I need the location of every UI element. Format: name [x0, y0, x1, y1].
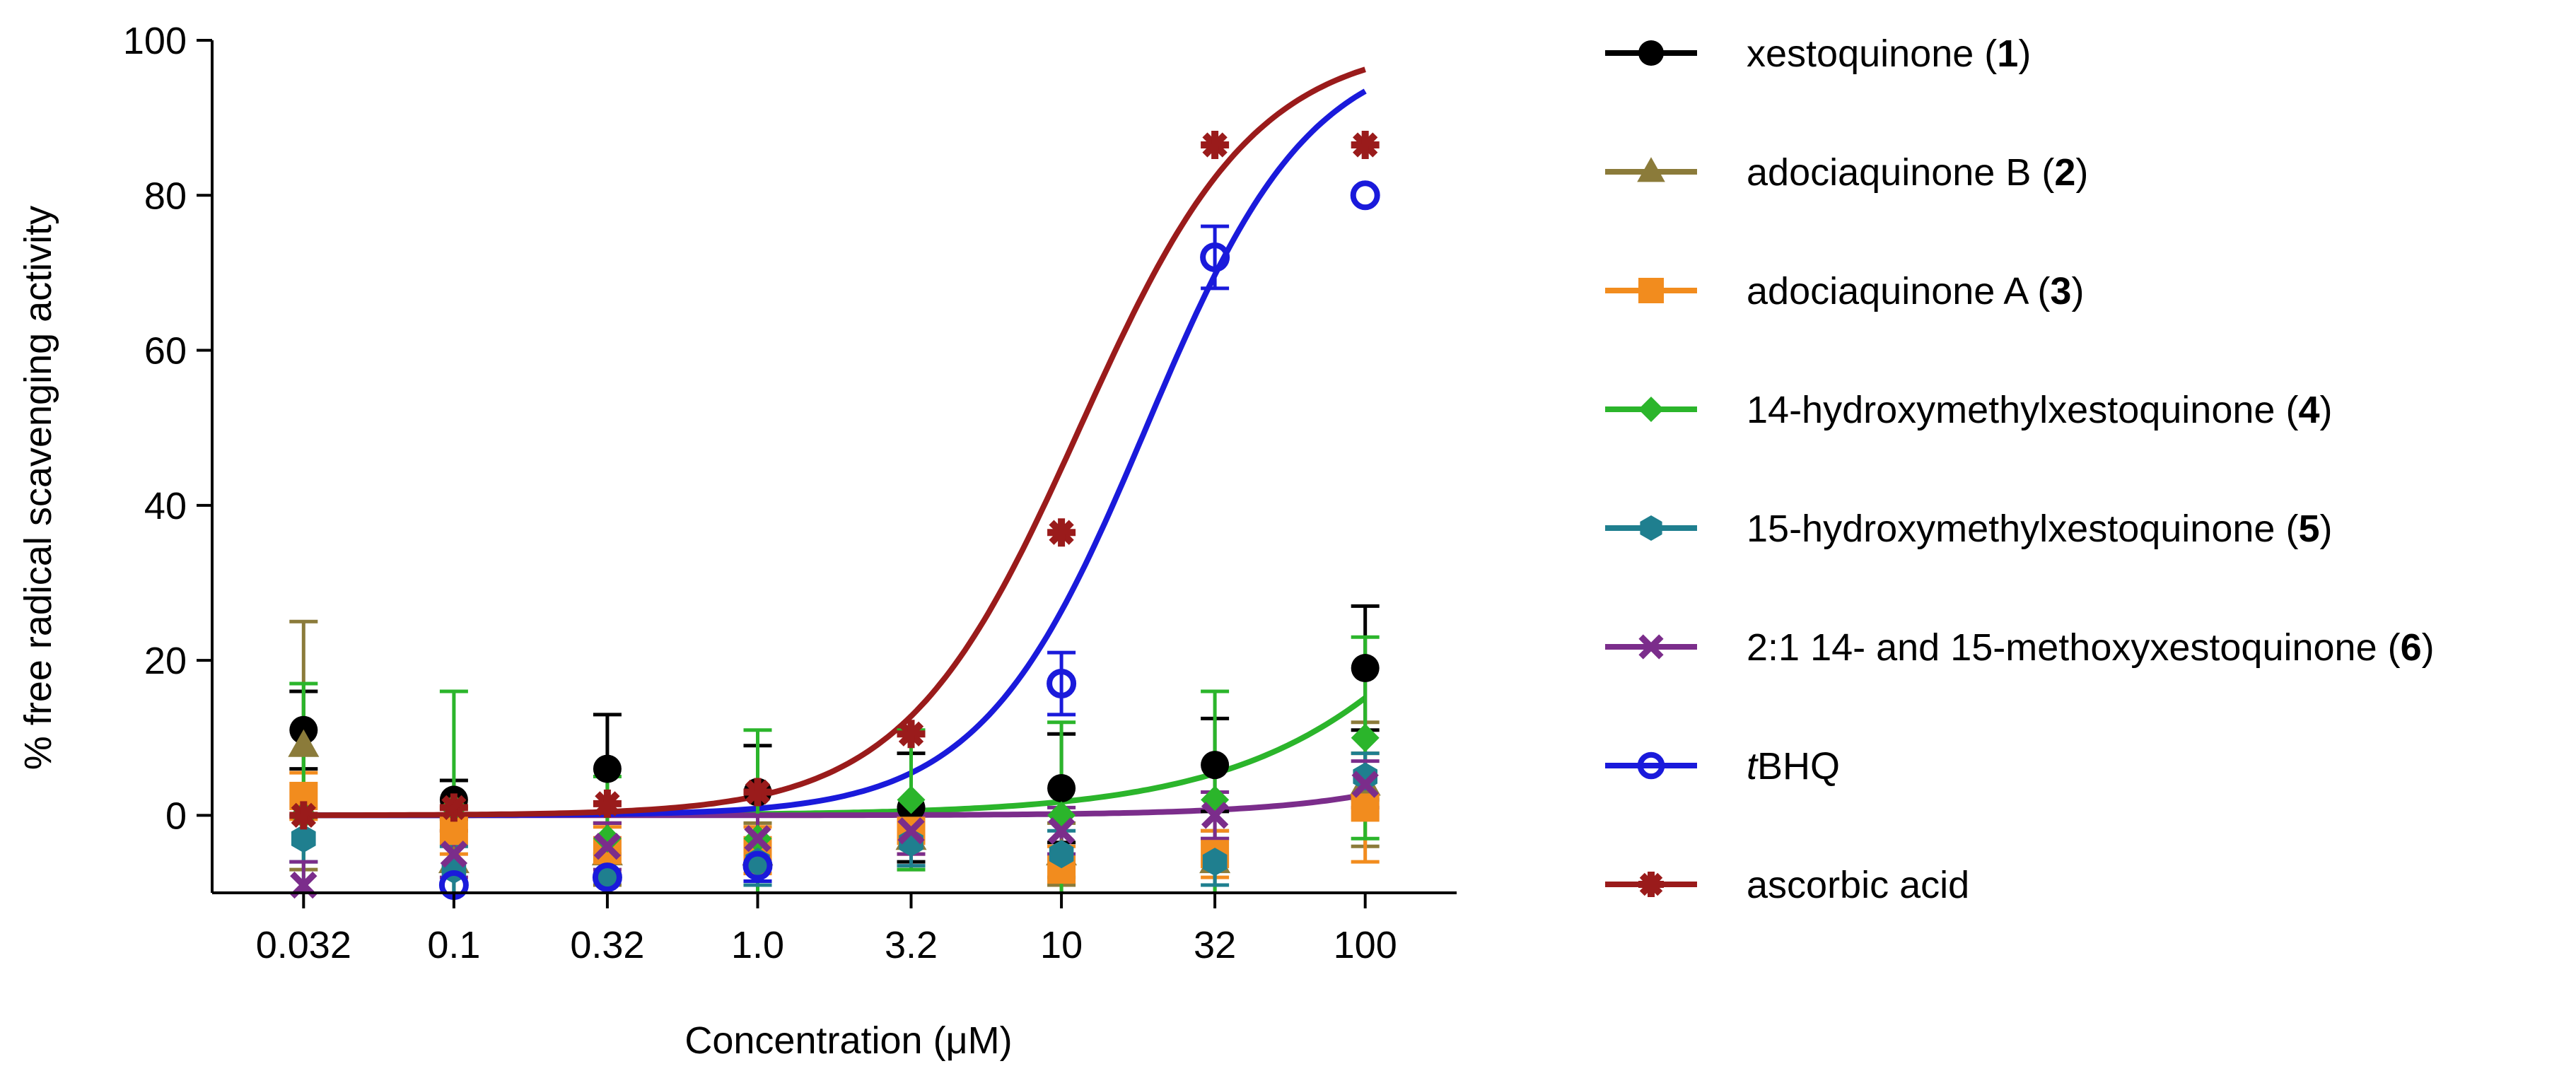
chart-layer-points: [288, 131, 1381, 901]
data-point-series-8: [743, 778, 772, 807]
data-point-series-7: [1200, 242, 1230, 272]
error-bar: [1201, 224, 1230, 291]
data-point-series-6: [593, 833, 622, 860]
data-point-series-8: [1047, 518, 1076, 547]
data-point-series-8: [593, 789, 622, 818]
data-point-series-6: [897, 817, 925, 845]
legend-item: ascorbic acid: [1605, 864, 1969, 906]
x-tick-label: 0.1: [427, 924, 480, 966]
data-point-series-5: [1353, 762, 1377, 791]
data-point-series-1: [1351, 654, 1380, 683]
data-point-series-6: [1201, 802, 1229, 829]
legend-label: 14-hydroxymethylxestoquinone (4): [1747, 389, 2332, 431]
data-point-series-1: [593, 754, 622, 783]
data-point-series-6: [1047, 817, 1076, 845]
legend-marker: [1638, 634, 1664, 660]
legend-marker: [1638, 40, 1664, 66]
chart-ticks: 0 20 40 60 80 100 0.032 0.1 0.32 1.0 3.2 10 32 100: [123, 20, 1397, 966]
legend-marker: [1638, 278, 1664, 303]
data-point-series-8: [439, 793, 468, 822]
y-tick-label: 100: [123, 20, 187, 62]
legend-item: 14-hydroxymethylxestoquinone (4): [1605, 389, 2332, 431]
x-tick-label: 100: [1334, 924, 1397, 966]
x-tick-label: 3.2: [885, 924, 938, 966]
chart-axes: [211, 40, 1457, 894]
y-tick-label: 60: [144, 330, 187, 373]
data-point-series-7: [742, 850, 773, 881]
data-point-series-8: [897, 720, 926, 749]
data-point-series-1: [1047, 773, 1076, 802]
legend-item: adociaquinone B (2): [1605, 151, 2088, 194]
legend-item: tBHQ: [1605, 745, 1840, 788]
error-bar: [1047, 650, 1076, 717]
data-point-series-4: [1351, 723, 1380, 752]
data-point-series-8: [289, 801, 318, 830]
data-point-series-4: [897, 785, 926, 814]
legend-marker: [1640, 515, 1662, 541]
legend-item: adociaquinone A (3): [1605, 270, 2084, 312]
fit-curve-series-7: [303, 88, 1367, 819]
data-point-series-3: [1351, 793, 1380, 822]
x-tick-label: 10: [1040, 924, 1083, 966]
legend-item: xestoquinone (1): [1605, 33, 2031, 75]
legend-item: 2:1 14- and 15-methoxyxestoquinone (6): [1605, 626, 2435, 669]
y-tick-label: 80: [144, 175, 187, 217]
x-axis-title: Concentration (μM): [684, 1019, 1012, 1062]
data-point-series-7: [1350, 180, 1380, 211]
x-tick-label: 32: [1194, 924, 1236, 966]
legend-label: tBHQ: [1747, 745, 1840, 788]
y-axis-title: % free radical scavenging activity: [17, 206, 59, 770]
legend-marker: [1637, 751, 1665, 780]
data-point-series-1: [1201, 751, 1230, 780]
legend-item: 15-hydroxymethylxestoquinone (5): [1605, 508, 2332, 550]
legend-label: 2:1 14- and 15-methoxyxestoquinone (6): [1747, 626, 2435, 669]
legend-label: adociaquinone B (2): [1747, 151, 2088, 194]
data-point-series-5: [291, 824, 316, 853]
y-tick-label: 20: [144, 640, 187, 682]
legend-label: xestoquinone (1): [1747, 33, 2031, 75]
data-point-series-7: [592, 862, 622, 893]
chart-layer-curves: [303, 66, 1368, 819]
x-tick-label: 0.32: [570, 924, 644, 966]
data-point-series-8: [1201, 131, 1230, 160]
chart-legend: xestoquinone (1) adociaquinone B (2) adoci…: [1605, 33, 2435, 906]
data-point-series-2: [288, 729, 320, 757]
y-tick-label: 0: [165, 795, 187, 837]
data-point-series-6: [744, 825, 771, 853]
x-tick-label: 1.0: [731, 924, 784, 966]
legend-label: ascorbic acid: [1747, 864, 1969, 906]
fit-curve-series-8: [303, 66, 1366, 819]
data-point-series-4: [593, 824, 622, 853]
data-point-series-6: [440, 840, 468, 868]
legend-label: adociaquinone A (3): [1747, 270, 2084, 312]
data-point-series-8: [1351, 131, 1380, 160]
legend-marker: [1637, 157, 1665, 182]
legend-marker: [1638, 397, 1664, 422]
data-point-series-5: [1049, 840, 1074, 869]
data-point-series-7: [1047, 668, 1077, 698]
x-tick-label: 0.032: [256, 924, 351, 966]
legend-marker: [1638, 872, 1664, 897]
data-point-series-5: [1202, 848, 1228, 877]
y-tick-label: 40: [144, 485, 187, 527]
data-point-series-6: [1351, 771, 1379, 798]
legend-label: 15-hydroxymethylxestoquinone (5): [1747, 508, 2332, 550]
